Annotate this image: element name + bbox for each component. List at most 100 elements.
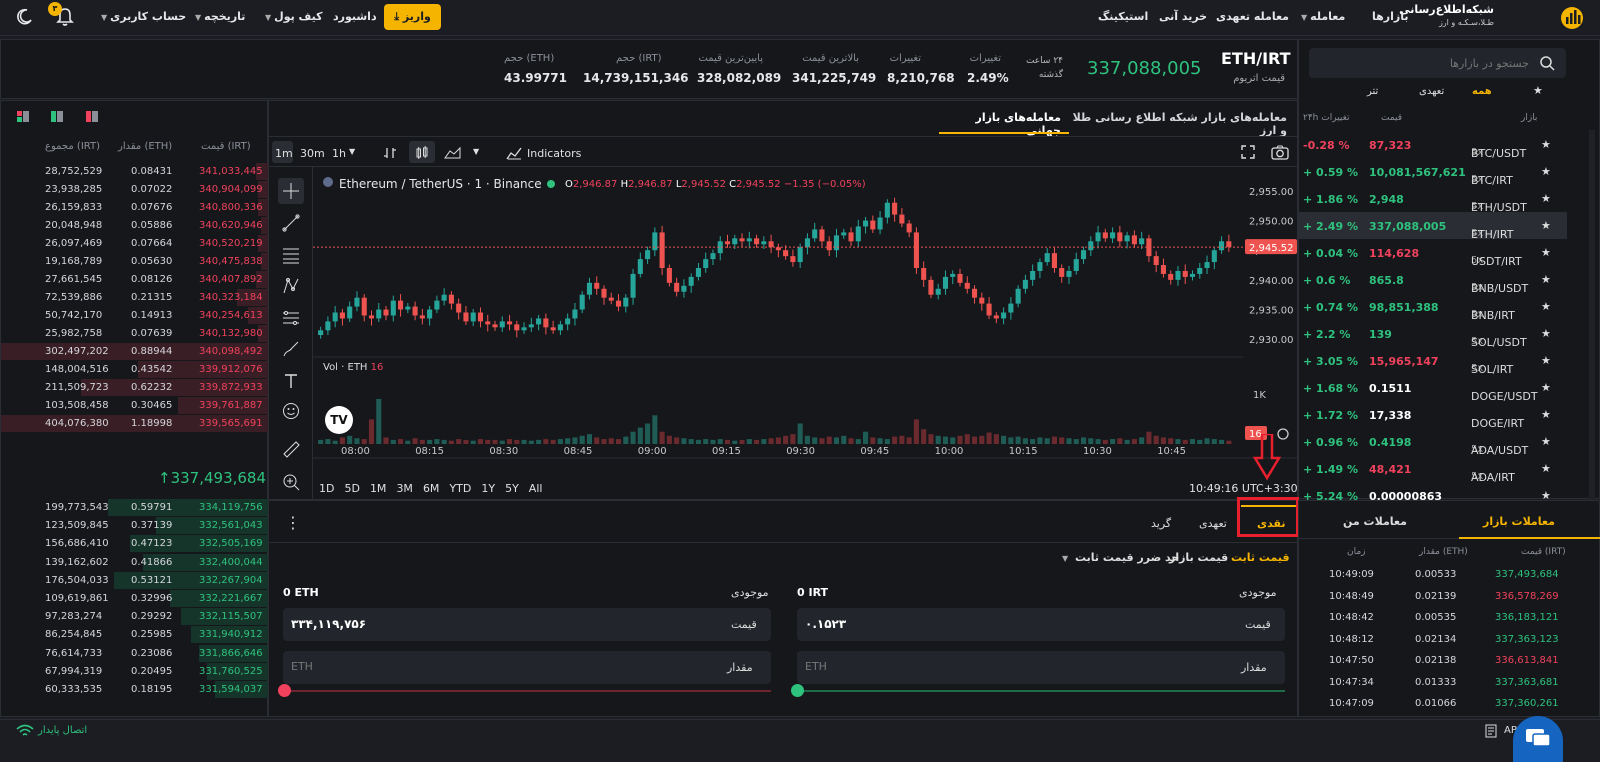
trade-tab-spot[interactable]: نقدی <box>1257 517 1286 530</box>
document-icon[interactable] <box>1484 724 1498 738</box>
trade-tab-futures[interactable]: تعهدی <box>1199 517 1227 530</box>
bid-row[interactable]: 331,866,646 0.23086 76,614,733 <box>1 644 269 662</box>
ruler-icon[interactable] <box>282 440 300 458</box>
market-search-input[interactable] <box>1319 48 1529 78</box>
orderbook-bids-view-icon[interactable] <box>51 111 63 123</box>
range-button[interactable]: 5D <box>344 482 360 495</box>
nav-instant-buy[interactable]: خرید آنی <box>1159 10 1208 23</box>
star-icon[interactable]: ★ <box>1541 246 1551 259</box>
ask-row[interactable]: 339,565,691 1.18998 404,076,380 <box>1 415 269 432</box>
buy-price-input[interactable]: قیمت ۰.۱۵۲۳ <box>797 608 1285 641</box>
range-button[interactable]: 3M <box>396 482 413 495</box>
market-row[interactable]: ★ 5x BNB/IRT 98,851,388 + 0.74 % <box>1299 293 1567 322</box>
candles-icon[interactable] <box>415 146 429 160</box>
nav-markets[interactable]: بازارها <box>1372 10 1409 23</box>
text-icon[interactable] <box>282 372 300 390</box>
star-icon[interactable]: ★ <box>1541 435 1551 448</box>
indicators-button[interactable]: Indicators <box>527 147 582 160</box>
ask-row[interactable]: 341,033,445 0.08431 28,752,529 <box>1 163 269 180</box>
moon-icon[interactable] <box>15 7 33 27</box>
market-tab-futures[interactable]: تعهدی <box>1419 86 1445 97</box>
market-row[interactable]: ★ 5x SOL/IRT 15,965,147 + 3.05 % <box>1299 347 1567 376</box>
ask-row[interactable]: 340,904,099 0.07022 23,938,285 <box>1 181 269 198</box>
bid-row[interactable]: 332,561,043 0.37139 123,509,845 <box>1 517 269 535</box>
prediction-icon[interactable] <box>282 309 300 327</box>
ask-row[interactable]: 340,520,219 0.07664 26,097,469 <box>1 235 269 252</box>
indicators-icon[interactable] <box>506 145 522 161</box>
orderbook-asks-view-icon[interactable] <box>86 111 98 123</box>
chevron-down-icon[interactable]: ▼ <box>473 147 480 156</box>
market-tab-usdt[interactable]: تتر <box>1367 86 1379 97</box>
market-row[interactable]: ★ 5x ADA/IRT 48,421 + 1.49 % <box>1299 455 1567 484</box>
range-button[interactable]: YTD <box>449 482 472 495</box>
fib-icon[interactable] <box>282 246 300 264</box>
bid-row[interactable]: 331,594,037 0.18195 60,333,535 <box>1 681 269 698</box>
ask-row[interactable]: 340,098,492 0.88944 302,497,202 <box>1 343 269 360</box>
bid-row[interactable]: 331,760,525 0.20495 67,994,319 <box>1 662 269 680</box>
sell-amount-input[interactable]: مقدار ETH <box>283 651 771 684</box>
tradingview-logo-icon[interactable]: TV <box>325 406 353 434</box>
nav-trade[interactable]: ▼ معامله <box>1298 10 1345 23</box>
tab-local-trades[interactable]: معامله‌های بازار شبکه اطلاع رسانی طلا و … <box>1072 111 1287 137</box>
buy-amount-input[interactable]: مقدار ETH <box>797 651 1285 684</box>
chat-support-button[interactable] <box>1513 716 1563 762</box>
brush-icon[interactable] <box>282 340 300 358</box>
interval-1h[interactable]: 1h <box>332 147 346 160</box>
bid-row[interactable]: 332,115,507 0.29292 97,283,274 <box>1 608 269 626</box>
tab-market-trades[interactable]: معاملات بازار <box>1483 515 1555 528</box>
camera-icon[interactable] <box>1271 144 1289 160</box>
market-row[interactable]: ★ 5x BTC/IRT 10,081,567,621 + 0.59 % <box>1299 158 1567 187</box>
market-row[interactable]: ★ DOGE/IRT 17,338 + 1.72 % <box>1299 401 1567 430</box>
nav-dashboard[interactable]: داشبورد <box>333 10 377 23</box>
nav-account[interactable]: ▼ حساب کاربری <box>98 10 186 23</box>
favorites-star-icon[interactable]: ★ <box>1533 84 1543 97</box>
ask-row[interactable]: 340,475,838 0.05630 19,168,789 <box>1 253 269 270</box>
tab-my-trades[interactable]: معاملات من <box>1343 515 1407 528</box>
nav-wallet[interactable]: ▼ کیف پول <box>262 10 323 23</box>
ask-row[interactable]: 339,761,887 0.30465 103,508,458 <box>1 397 269 414</box>
nav-history[interactable]: ▼ تاریخچه <box>192 10 245 23</box>
range-button[interactable]: 1M <box>369 482 387 495</box>
order-type-limit[interactable]: قیمت ثابت <box>1231 551 1290 564</box>
star-icon[interactable]: ★ <box>1541 273 1551 286</box>
range-button[interactable]: 6M <box>422 482 440 495</box>
ask-row[interactable]: 340,323,184 0.21315 72,539,886 <box>1 289 269 306</box>
fullscreen-icon[interactable] <box>1241 145 1255 159</box>
ask-row[interactable]: 340,620,946 0.05886 20,048,948 <box>1 217 269 234</box>
bid-row[interactable]: 332,221,667 0.32996 109,619,861 <box>1 590 269 607</box>
ask-row[interactable]: 339,912,076 0.43542 148,004,516 <box>1 361 269 378</box>
market-row[interactable]: ★ DOGE/USDT 0.1511 + 1.68 % <box>1299 374 1567 403</box>
star-icon[interactable]: ★ <box>1541 165 1551 178</box>
bid-row[interactable]: 332,400,044 0.41866 139,162,602 <box>1 553 269 571</box>
bar-type-icon[interactable] <box>383 146 397 160</box>
order-type-stop-limit[interactable]: ▼ حد ضرر قیمت ثابت <box>1059 551 1179 564</box>
brand-logo[interactable] <box>1484 4 1584 32</box>
range-button[interactable]: 5Y <box>505 482 519 495</box>
ask-row[interactable]: 340,132,980 0.07639 25,982,758 <box>1 325 269 342</box>
star-icon[interactable]: ★ <box>1541 219 1551 232</box>
star-icon[interactable]: ★ <box>1541 138 1551 151</box>
emoji-icon[interactable] <box>282 402 300 420</box>
range-button[interactable]: All <box>528 482 543 495</box>
range-button[interactable]: 1Y <box>481 482 496 495</box>
buy-slider-track[interactable] <box>797 690 1285 692</box>
market-row[interactable]: ★ 5x ETH/IRT 337,088,005 + 2.49 % <box>1299 212 1567 241</box>
interval-1m[interactable]: 1m <box>275 147 293 160</box>
bid-row[interactable]: 332,267,904 0.53121 176,504,033 <box>1 571 269 589</box>
market-search-box[interactable] <box>1309 48 1566 78</box>
chevron-down-icon[interactable]: ▼ <box>349 147 356 156</box>
api-link[interactable]: API <box>1504 725 1520 736</box>
ask-row[interactable]: 340,800,336 0.07676 26,159,833 <box>1 199 269 216</box>
more-options-icon[interactable]: ⋮ <box>285 513 301 532</box>
market-row[interactable]: ★ 5x USDT/IRT 114,628 + 0.04 % <box>1299 239 1567 268</box>
price-chart[interactable]: 2,955.002,950.002,945.002,940.002,935.00… <box>313 167 1299 501</box>
sell-slider-handle[interactable] <box>278 684 291 697</box>
star-icon[interactable]: ★ <box>1541 300 1551 313</box>
market-row[interactable]: ★ 5x ETH/USDT 2,948 + 1.86 % <box>1299 185 1567 214</box>
market-row[interactable]: ★ 5x BNB/USDT 865.8 + 0.6 % <box>1299 266 1567 295</box>
market-tab-all[interactable]: همه <box>1472 86 1492 97</box>
deposit-button[interactable]: ⤓ واریز <box>384 4 441 30</box>
interval-30m[interactable]: 30m <box>300 147 325 160</box>
bid-row[interactable]: 331,940,912 0.25985 86,254,845 <box>1 626 269 644</box>
market-scrollbar[interactable] <box>1589 130 1595 500</box>
